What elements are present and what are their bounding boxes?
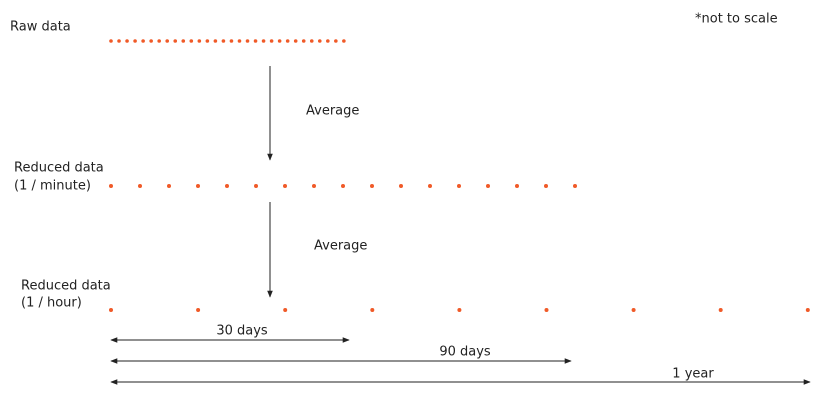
stage-label: Reduced data (14, 161, 104, 176)
sample-dot (428, 184, 432, 188)
sample-dot (293, 39, 298, 43)
sample-dot (165, 39, 170, 43)
sample-dot (334, 39, 338, 43)
sample-dot (173, 39, 178, 43)
sample-dot (341, 184, 345, 188)
sample-dot (269, 39, 274, 43)
sample-dot (138, 184, 142, 188)
sample-dot (342, 39, 346, 43)
sample-dot (141, 39, 145, 43)
sample-dot (109, 308, 113, 312)
sample-dot (544, 308, 549, 312)
sample-dot (205, 39, 210, 43)
stage-label: (1 / minute) (14, 179, 91, 194)
sample-dot (317, 39, 322, 43)
sample-dot (149, 39, 153, 43)
sample-dot (457, 308, 462, 312)
sample-dot (261, 39, 266, 43)
sample-dot (229, 39, 234, 43)
sample-dot (237, 39, 242, 43)
span-label: 30 days (216, 324, 268, 339)
span-label: 90 days (439, 345, 491, 360)
sample-dot (283, 184, 287, 188)
sample-dot (718, 308, 723, 312)
sample-dot (370, 308, 375, 312)
step-label: Average (314, 239, 367, 254)
stage-label: Raw data (10, 20, 71, 35)
sample-dot (399, 184, 403, 188)
sample-dot (544, 184, 548, 188)
sample-dot (245, 39, 250, 43)
stage-label: Reduced data (21, 279, 111, 294)
sample-dot (213, 39, 218, 43)
sample-dot (312, 184, 316, 188)
note: *not to scale (695, 12, 778, 27)
sample-dot (515, 184, 519, 188)
sample-dot (117, 39, 121, 43)
sample-dot (225, 184, 229, 188)
sample-dot (167, 184, 171, 188)
sample-dot (196, 184, 200, 188)
sample-dot (109, 39, 113, 43)
stage-label: (1 / hour) (21, 296, 82, 311)
sample-dot (254, 184, 258, 188)
sample-dot (631, 308, 636, 312)
sample-dot (301, 39, 306, 43)
sample-dot (370, 184, 374, 188)
step-label: Average (306, 104, 359, 119)
sample-dot (573, 184, 577, 188)
sample-dot (486, 184, 490, 188)
sample-dot (157, 39, 161, 43)
sample-dot (253, 39, 258, 43)
sample-dot (457, 184, 461, 188)
sample-dot (197, 39, 202, 43)
sample-dot (277, 39, 282, 43)
sample-dot (109, 184, 113, 188)
sample-dot (125, 39, 129, 43)
span-label: 1 year (672, 367, 714, 382)
sample-dot (326, 39, 330, 43)
sample-dot (309, 39, 314, 43)
sample-dot (805, 308, 810, 312)
sample-dot (181, 39, 186, 43)
sample-dot (189, 39, 194, 43)
sample-dot (285, 39, 290, 43)
sample-dot (133, 39, 137, 43)
sample-dot (221, 39, 226, 43)
sample-dot (283, 308, 288, 312)
sample-dot (196, 308, 201, 312)
